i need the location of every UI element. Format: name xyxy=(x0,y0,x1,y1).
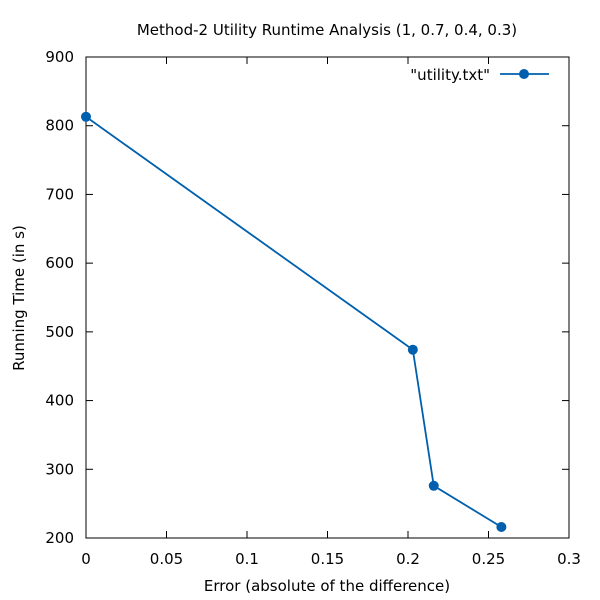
legend-entry-label: "utility.txt" xyxy=(410,66,490,84)
x-tick-label: 0.05 xyxy=(150,550,183,568)
y-tick-label: 900 xyxy=(45,48,74,66)
chart-title: Method-2 Utility Runtime Analysis (1, 0.… xyxy=(137,21,517,39)
y-tick-label: 500 xyxy=(45,323,74,341)
x-axis-label: Error (absolute of the difference) xyxy=(204,577,450,595)
axis-ticks: 0 0.05 0.1 0.15 0.2 0.25 0.3 200 300 400 500 600 700… xyxy=(45,48,581,568)
legend: "utility.txt" xyxy=(410,66,549,84)
y-tick-label: 400 xyxy=(45,392,74,410)
plot-area xyxy=(85,56,570,539)
x-tick-label: 0.15 xyxy=(311,550,344,568)
data-point xyxy=(428,480,439,491)
y-axis-label: Running Time (in s) xyxy=(10,225,28,371)
data-point xyxy=(81,111,91,122)
y-tick-label: 800 xyxy=(45,117,74,135)
x-tick-label: 0.25 xyxy=(472,550,505,568)
series-line xyxy=(85,116,502,528)
x-tick-label: 0.1 xyxy=(235,550,259,568)
legend-entry-marker xyxy=(519,69,529,79)
y-tick-label: 600 xyxy=(45,254,74,272)
y-tick-label: 200 xyxy=(45,529,74,547)
x-tick-label: 0 xyxy=(81,550,91,568)
y-tick-label: 300 xyxy=(45,460,74,478)
y-tick-label: 700 xyxy=(45,185,74,203)
data-point xyxy=(407,344,418,355)
x-tick-label: 0.3 xyxy=(557,550,581,568)
x-tick-label: 0.2 xyxy=(396,550,420,568)
data-point xyxy=(496,522,507,533)
series-layer xyxy=(81,111,507,533)
